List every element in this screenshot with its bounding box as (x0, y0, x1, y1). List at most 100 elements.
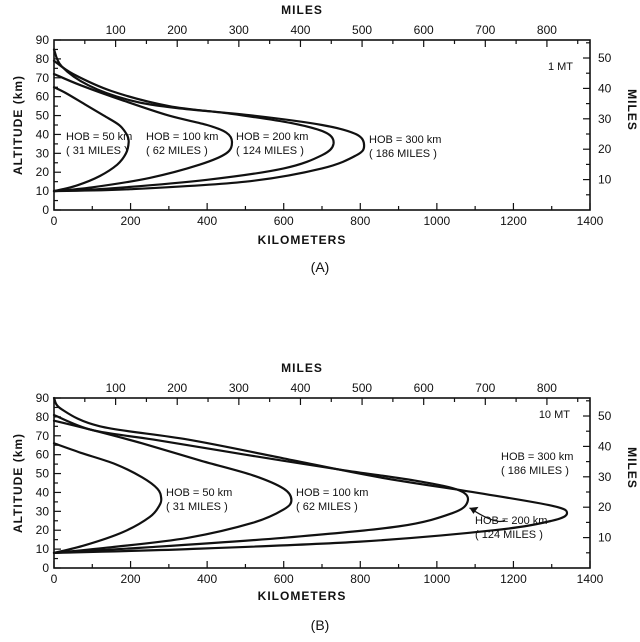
x-tick-label: 1400 (577, 572, 604, 586)
x-axis-title: KILOMETERS (258, 233, 347, 247)
y-tick-label: 10 (36, 184, 50, 198)
y2-tick-label: 30 (598, 112, 612, 126)
y-tick-label: 80 (36, 52, 50, 66)
y-tick-label: 30 (36, 504, 50, 518)
series-label: ( 31 MILES ) (66, 145, 128, 157)
x-tick-label: 1200 (500, 572, 527, 586)
y2-tick-label: 50 (598, 51, 612, 65)
y-tick-label: 40 (36, 127, 50, 141)
y-tick-label: 70 (36, 71, 50, 85)
x-tick-label: 200 (121, 572, 141, 586)
y2-tick-label: 40 (598, 439, 612, 453)
y-tick-label: 90 (36, 33, 50, 47)
series-label: HOB = 50 km (166, 487, 232, 499)
y-axis-title: ALTITUDE (km) (11, 75, 25, 175)
x2-tick-label: 200 (167, 23, 187, 37)
y-tick-label: 90 (36, 391, 50, 405)
series-curve-hob-200 (52, 413, 470, 554)
x-axis-title: KILOMETERS (258, 589, 347, 603)
x2-tick-label: 600 (414, 381, 434, 395)
series-label: ( 124 MILES ) (236, 145, 304, 157)
x2-tick-label: 400 (290, 23, 310, 37)
x2-tick-label: 400 (290, 381, 310, 395)
y2-axis-title: MILES (625, 447, 639, 489)
y-tick-label: 20 (36, 165, 50, 179)
x2-tick-label: 600 (414, 23, 434, 37)
y-tick-label: 10 (36, 542, 50, 556)
x2-tick-label: 300 (229, 381, 249, 395)
y-tick-label: 50 (36, 467, 50, 481)
plot-frame (53, 397, 591, 569)
y-tick-label: 60 (36, 448, 50, 462)
y2-tick-label: 20 (598, 142, 612, 156)
x2-tick-label: 100 (106, 381, 126, 395)
x2-tick-label: 200 (167, 381, 187, 395)
series-curve-hob-200 (52, 59, 335, 193)
x2-tick-label: 500 (352, 23, 372, 37)
x2-axis-title: MILES (281, 361, 323, 375)
series-curve-hob-100 (52, 72, 234, 193)
y2-tick-label: 20 (598, 500, 612, 514)
series-label: ( 31 MILES ) (166, 501, 228, 513)
y2-axis-title: MILES (625, 89, 639, 131)
series-label: ( 124 MILES ) (475, 529, 543, 541)
series-curve-hob-300 (52, 396, 569, 554)
callout-arrow-head (469, 506, 479, 514)
x-tick-label: 600 (274, 214, 294, 228)
x2-tick-label: 800 (537, 381, 557, 395)
series-label: HOB = 300 km (369, 134, 441, 146)
x-tick-label: 0 (51, 572, 58, 586)
yield-label: 1 MT (548, 61, 573, 73)
x2-tick-label: 800 (537, 23, 557, 37)
y-tick-label: 0 (42, 561, 49, 575)
series-label: ( 186 MILES ) (501, 465, 569, 477)
x-tick-label: 1000 (424, 572, 451, 586)
x-tick-label: 1200 (500, 214, 527, 228)
series-curve-hob-50 (52, 86, 130, 193)
x-tick-label: 400 (197, 572, 217, 586)
x2-tick-label: 700 (475, 23, 495, 37)
x2-tick-label: 300 (229, 23, 249, 37)
x-tick-label: 800 (350, 214, 370, 228)
series-label: ( 62 MILES ) (146, 145, 208, 157)
y-tick-label: 40 (36, 485, 50, 499)
series-label: HOB = 50 km (66, 131, 132, 143)
series-label: ( 62 MILES ) (296, 501, 358, 513)
x-tick-label: 1000 (424, 214, 451, 228)
y2-tick-label: 30 (598, 470, 612, 484)
panel-label: (B) (311, 617, 330, 633)
x2-tick-label: 700 (475, 381, 495, 395)
x2-tick-label: 500 (352, 381, 372, 395)
series-label: HOB = 100 km (146, 131, 218, 143)
x2-axis-title: MILES (281, 3, 323, 17)
y-tick-label: 60 (36, 90, 50, 104)
series-curve-hob-300 (52, 48, 366, 193)
x-tick-label: 600 (274, 572, 294, 586)
y2-tick-label: 10 (598, 531, 612, 545)
y-tick-label: 20 (36, 523, 50, 537)
series-curve-hob-50 (52, 442, 163, 554)
series-label: HOB = 200 km (236, 131, 308, 143)
y-tick-label: 80 (36, 410, 50, 424)
series-label: HOB = 300 km (501, 451, 573, 463)
x-tick-label: 400 (197, 214, 217, 228)
x-tick-label: 200 (121, 214, 141, 228)
y2-tick-label: 40 (598, 81, 612, 95)
y-tick-label: 0 (42, 203, 49, 217)
y-tick-label: 70 (36, 429, 50, 443)
y2-tick-label: 50 (598, 409, 612, 423)
x2-tick-label: 100 (106, 23, 126, 37)
series-label: HOB = 100 km (296, 487, 368, 499)
x-tick-label: 800 (350, 572, 370, 586)
y-axis-title: ALTITUDE (km) (11, 433, 25, 533)
y-tick-label: 50 (36, 109, 50, 123)
series-label: ( 186 MILES ) (369, 148, 437, 160)
x-tick-label: 0 (51, 214, 58, 228)
x-tick-label: 1400 (577, 214, 604, 228)
y-tick-label: 30 (36, 146, 50, 160)
y2-tick-label: 10 (598, 173, 612, 187)
panel-label: (A) (311, 259, 330, 275)
